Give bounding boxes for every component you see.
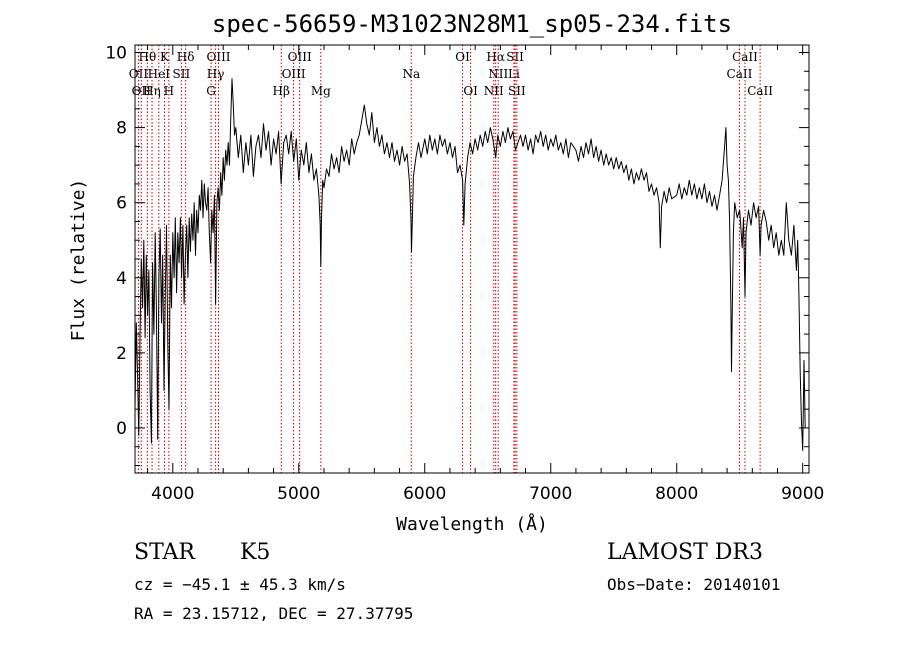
line-label-ca-ii-b: CaII	[727, 67, 753, 81]
y-tick-label: 4	[116, 269, 127, 289]
y-tick-label: 8	[116, 119, 127, 139]
chart-title: spec-56659-M31023N28M1_sp05-234.fits	[212, 10, 732, 38]
axis-ticks: 4000 5000 6000 7000 8000 9000 0 2 4 6 8 10	[105, 44, 824, 504]
line-label-o-i-a: OI	[455, 50, 470, 64]
line-label-h-gamma: Hγ	[207, 67, 225, 81]
object-class: STAR	[134, 540, 195, 565]
line-label-he-i: HeI	[148, 67, 171, 81]
y-tick-label: 2	[116, 344, 127, 364]
line-label-h: H	[164, 84, 174, 98]
line-label-li: Li	[508, 67, 520, 81]
line-label-o-iii-c: OIII	[282, 67, 306, 81]
line-label-mg: Mg	[311, 84, 331, 98]
x-tick-label: 9000	[781, 484, 824, 504]
x-tick-label: 5000	[277, 484, 320, 504]
line-label-n-ii-b: NII	[484, 84, 504, 98]
line-label-o-iii-a: OIII	[206, 50, 230, 64]
plot-frame	[134, 44, 810, 474]
line-label-o-ii-b: OII	[132, 84, 152, 98]
line-label-k: K	[160, 50, 170, 64]
spectrum-line	[134, 78, 806, 451]
y-tick-label: 0	[116, 419, 127, 439]
line-label-n-ii-a: NII	[488, 67, 508, 81]
line-label-g: G	[206, 84, 216, 98]
line-label-h-alpha: Hα	[486, 50, 505, 64]
x-tick-label: 8000	[655, 484, 698, 504]
x-tick-label: 7000	[529, 484, 572, 504]
line-label-ca-ii-c: CaII	[747, 84, 773, 98]
line-label-h-delta: Hδ	[177, 50, 195, 64]
survey-name: LAMOST DR3	[607, 540, 763, 565]
coordinates: RA = 23.15712, DEC = 27.37795	[134, 604, 414, 623]
line-label-o-i-b: OI	[463, 84, 478, 98]
line-label-s-ii-b: SII	[506, 50, 524, 64]
spectrum-series	[134, 78, 806, 451]
x-tick-label: 6000	[403, 484, 446, 504]
line-label-na: Na	[402, 67, 420, 81]
object-subclass: K5	[240, 540, 271, 565]
line-label-s-ii-c: SII	[508, 84, 526, 98]
y-tick-label: 6	[116, 194, 127, 214]
line-label-o-iii-b: OIII	[288, 50, 312, 64]
line-label-s-ii-a: SII	[173, 67, 191, 81]
line-label-h-eta: Hη	[143, 84, 161, 98]
x-axis-label: Wavelength (Å)	[396, 513, 548, 535]
line-label-h-beta: Hβ	[273, 84, 290, 98]
y-axis-label: Flux (relative)	[68, 179, 89, 342]
line-label-o-ii-a: OII	[129, 67, 149, 81]
y-tick-label: 10	[105, 44, 127, 64]
x-tick-label: 4000	[151, 484, 194, 504]
observation-date: Obs−Date: 20140101	[607, 575, 781, 594]
line-label-ca-ii-a: CaII	[732, 50, 758, 64]
redshift-readout: cz = −45.1 ± 45.3 km/s	[134, 575, 346, 594]
